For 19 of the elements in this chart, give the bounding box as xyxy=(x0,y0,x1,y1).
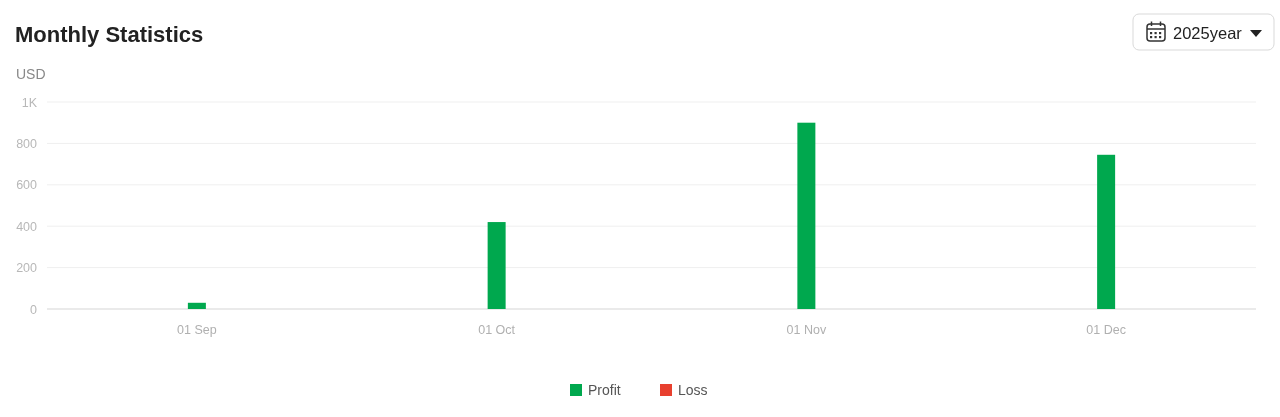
x-tick-label: 01 Oct xyxy=(478,323,516,337)
chart-title: Monthly Statistics xyxy=(15,22,204,47)
bar xyxy=(1097,154,1116,309)
y-tick-label: 1K xyxy=(21,95,38,110)
x-tick-label: 01 Sep xyxy=(177,323,217,337)
y-tick-label: 600 xyxy=(16,178,38,193)
legend-label: Loss xyxy=(678,382,708,398)
y-tick-label: 800 xyxy=(16,136,38,151)
bar xyxy=(487,222,506,309)
year-dropdown: 2025year xyxy=(1132,13,1275,51)
bar xyxy=(797,122,816,309)
y-tick-label: 0 xyxy=(30,302,38,317)
x-tick-label: 01 Dec xyxy=(1086,323,1126,337)
y-tick-label: 200 xyxy=(16,261,38,276)
y-tick-label: 400 xyxy=(16,219,38,234)
bar xyxy=(187,302,206,309)
legend-label: Profit xyxy=(588,382,621,398)
x-tick-label: 01 Nov xyxy=(786,323,827,337)
y-axis-title: USD xyxy=(16,66,46,82)
